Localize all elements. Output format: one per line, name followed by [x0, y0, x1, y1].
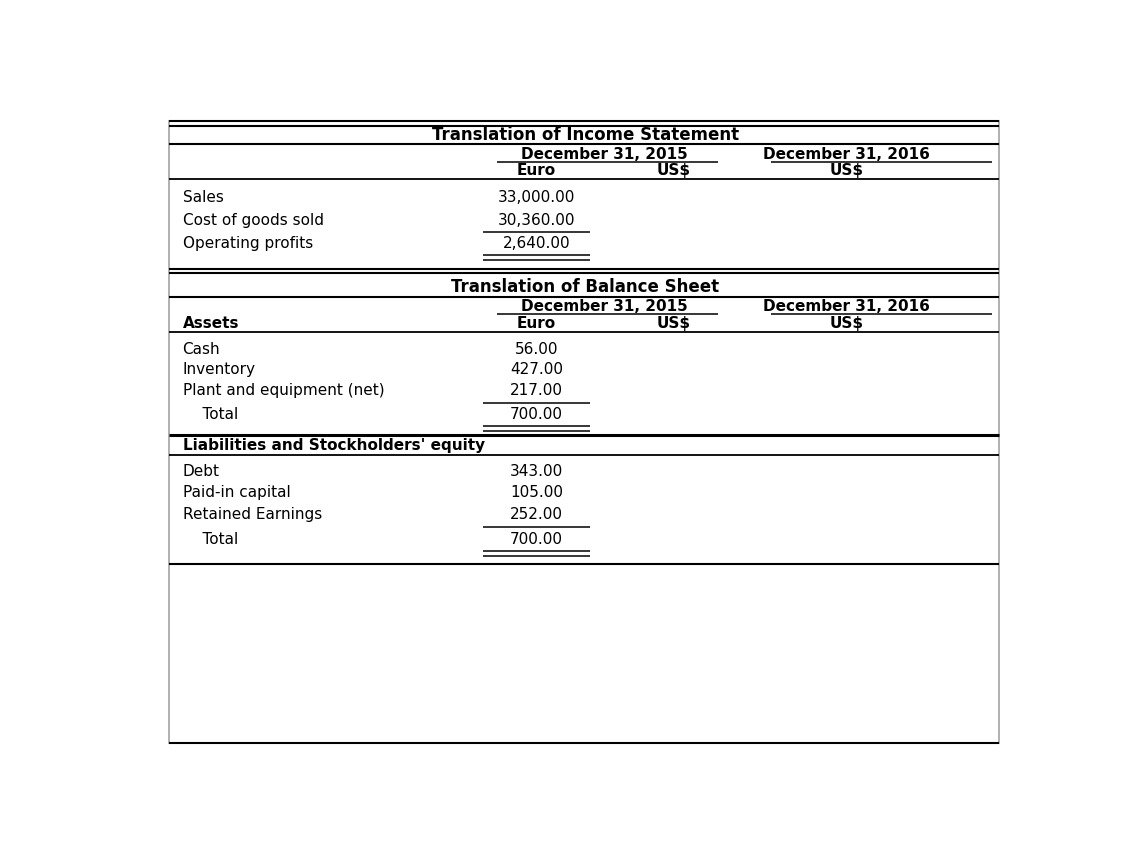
Text: 2,640.00: 2,640.00: [502, 235, 570, 251]
Text: Translation of Balance Sheet: Translation of Balance Sheet: [451, 278, 719, 296]
Text: 700.00: 700.00: [510, 532, 563, 547]
Text: December 31, 2015: December 31, 2015: [522, 146, 689, 162]
Text: US$: US$: [657, 163, 691, 178]
Text: Euro: Euro: [517, 316, 556, 331]
Text: 217.00: 217.00: [510, 383, 563, 398]
FancyBboxPatch shape: [169, 122, 999, 743]
Text: 343.00: 343.00: [510, 464, 563, 479]
Text: Sales: Sales: [183, 190, 224, 205]
Text: Debt: Debt: [183, 464, 219, 479]
Text: Assets: Assets: [183, 316, 239, 331]
Text: US$: US$: [657, 316, 691, 331]
Text: US$: US$: [829, 163, 863, 178]
Text: Paid-in capital: Paid-in capital: [183, 485, 290, 501]
Text: 105.00: 105.00: [510, 485, 563, 501]
Text: Retained Earnings: Retained Earnings: [183, 507, 322, 522]
Text: 700.00: 700.00: [510, 407, 563, 422]
Text: Euro: Euro: [517, 163, 556, 178]
Text: December 31, 2015: December 31, 2015: [522, 299, 689, 314]
Text: Operating profits: Operating profits: [183, 235, 313, 251]
Text: 56.00: 56.00: [515, 342, 558, 357]
Text: Inventory: Inventory: [183, 362, 256, 377]
Text: 252.00: 252.00: [510, 507, 563, 522]
Text: Total: Total: [183, 407, 238, 422]
Text: 30,360.00: 30,360.00: [498, 212, 576, 228]
Text: US$: US$: [829, 316, 863, 331]
Text: December 31, 2016: December 31, 2016: [763, 146, 930, 162]
Text: 33,000.00: 33,000.00: [498, 190, 576, 205]
Text: Liabilities and Stockholders' equity: Liabilities and Stockholders' equity: [183, 438, 484, 453]
Text: Cost of goods sold: Cost of goods sold: [183, 212, 323, 228]
Text: 427.00: 427.00: [510, 362, 563, 377]
Text: Plant and equipment (net): Plant and equipment (net): [183, 383, 384, 398]
Text: Translation of Income Statement: Translation of Income Statement: [432, 126, 739, 144]
Text: Cash: Cash: [183, 342, 220, 357]
Text: December 31, 2016: December 31, 2016: [763, 299, 930, 314]
Text: Total: Total: [183, 532, 238, 547]
